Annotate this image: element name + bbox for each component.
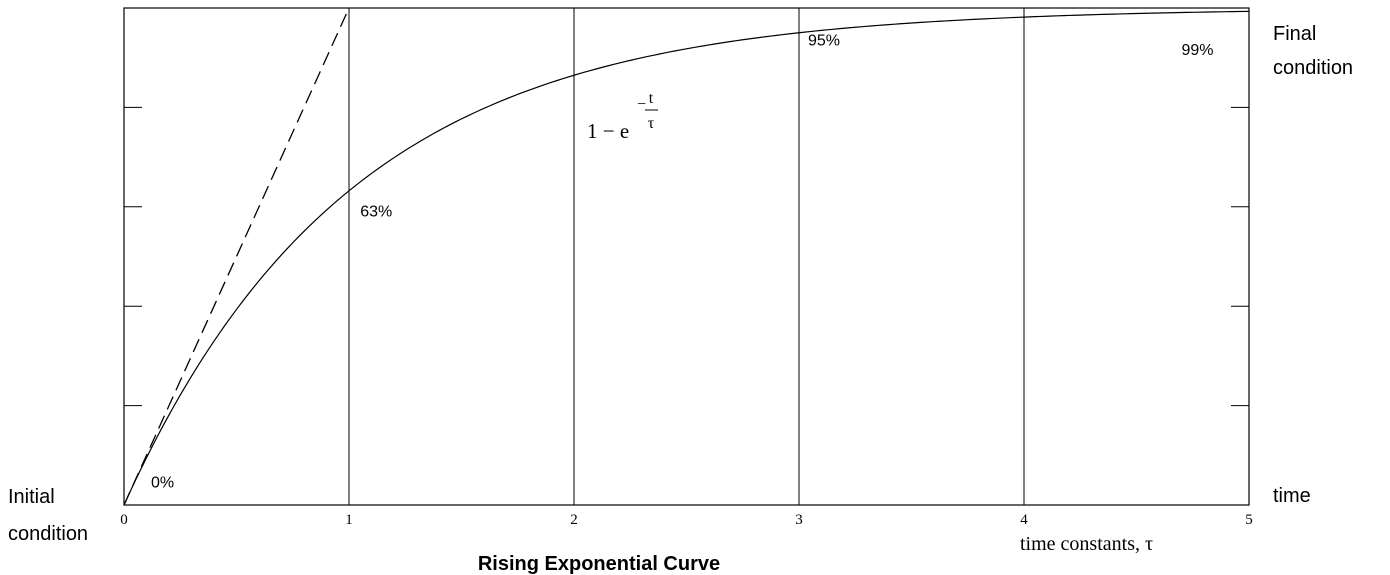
annotation-95-percent: 95% [808,32,840,49]
formula-exp-sign: − [637,96,646,113]
formula-exp-denominator: τ [648,115,655,132]
x-tick-label-0: 0 [120,512,128,528]
initial-label-line1: Initial [8,486,55,508]
x-tick-label-5: 5 [1245,512,1253,528]
x-tick-label-1: 1 [345,512,353,528]
initial-slope-dashed-line [123,7,350,506]
x-tick-labels: 0 1 2 3 4 5 [120,512,1253,528]
x-tick-label-2: 2 [570,512,578,528]
annotation-63-percent: 63% [360,204,392,221]
formula-exp-numerator: t [649,90,654,107]
x-axis-label: time constants, τ [1020,533,1153,555]
final-label-line1: Final [1273,23,1316,45]
x-tick-label-4: 4 [1020,512,1028,528]
formula-lead: 1 − e [587,119,629,143]
gridlines [348,8,1025,505]
annotation-0-percent: 0% [151,475,174,492]
annotation-99-percent: 99% [1182,42,1214,59]
initial-label-line2: condition [8,523,88,545]
percent-annotations: 0% 63% 95% 99% [151,32,1214,491]
chart-title: Rising Exponential Curve [478,553,720,575]
formula-label: 1 − e − t τ [587,90,658,143]
plot-frame [123,7,1250,506]
x-tick-label-3: 3 [795,512,803,528]
x-end-label: time [1273,485,1311,507]
y-tick-marks [124,106,1249,407]
rising-exponential-curve [123,10,1250,506]
final-label-line2: condition [1273,57,1353,79]
